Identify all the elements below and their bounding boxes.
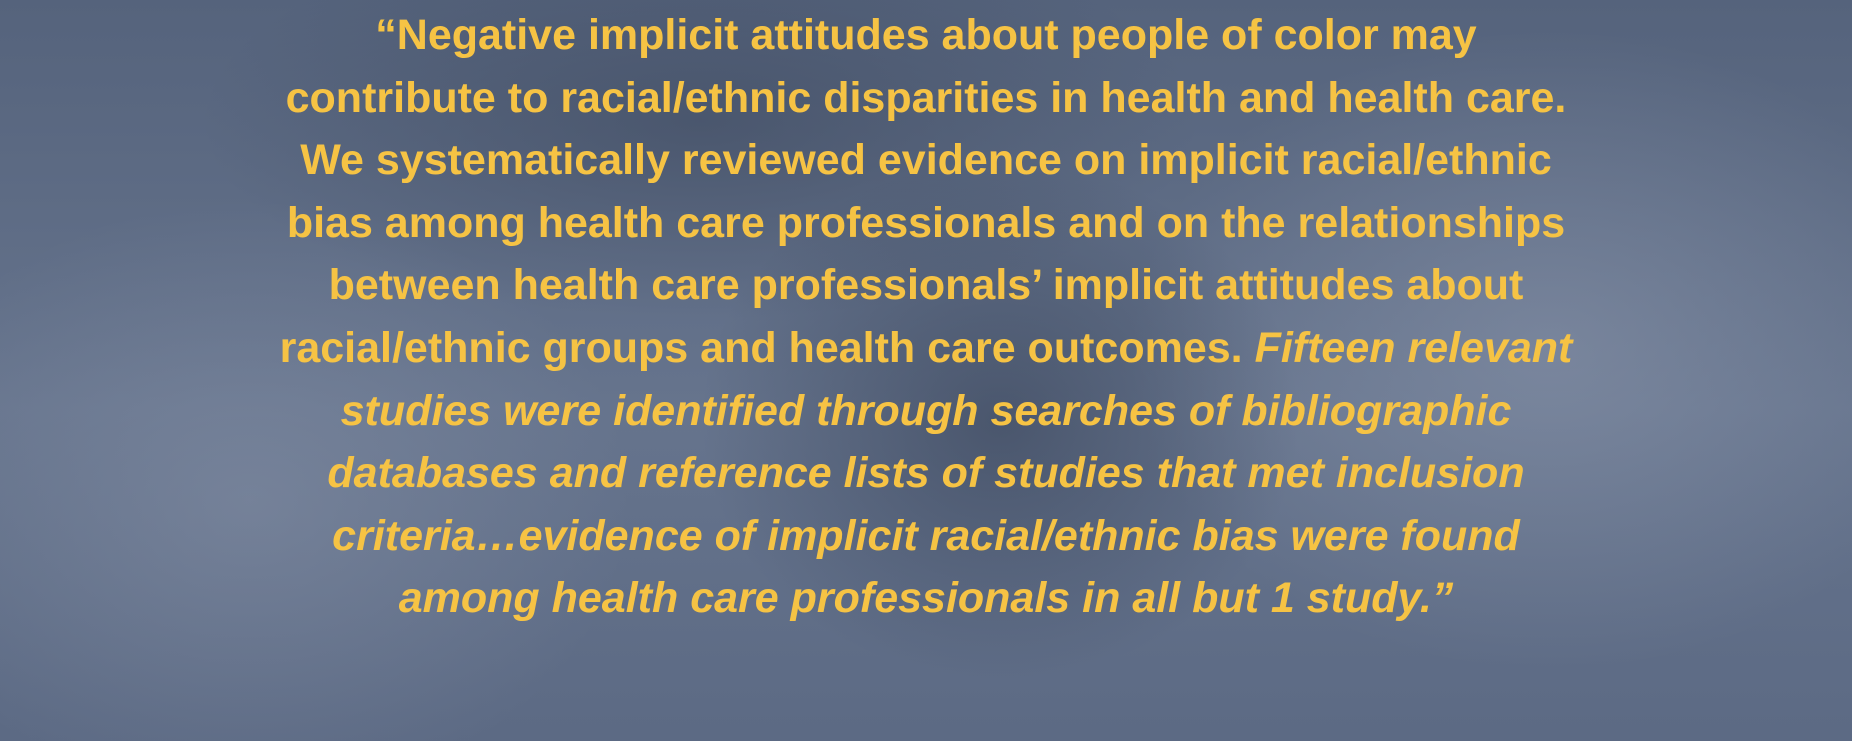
slide: “Negative implicit attitudes about peopl…	[0, 0, 1852, 741]
quote-line: between health care professionals’ impli…	[0, 254, 1852, 317]
quote-line: racial/ethnic groups and health care out…	[0, 317, 1852, 380]
quote-line: We systematically reviewed evidence on i…	[0, 129, 1852, 192]
quote-line: contribute to racial/ethnic disparities …	[0, 67, 1852, 130]
quote-line: among health care professionals in all b…	[0, 567, 1852, 630]
quote-text: Fifteen relevant	[1255, 324, 1573, 372]
quote-line: studies were identified through searches…	[0, 380, 1852, 443]
quote-text: bias among health care professionals and…	[287, 199, 1565, 247]
quote-text: “Negative implicit attitudes about peopl…	[375, 11, 1476, 59]
quote-text: between health care professionals’ impli…	[329, 261, 1524, 309]
quote-text: criteria…evidence of implicit racial/eth…	[332, 512, 1520, 560]
quote-text: among health care professionals in all b…	[399, 574, 1454, 622]
quote-text: databases and reference lists of studies…	[327, 449, 1524, 497]
quote-line: criteria…evidence of implicit racial/eth…	[0, 505, 1852, 568]
quote-line: “Negative implicit attitudes about peopl…	[0, 4, 1852, 67]
quote-text: We systematically reviewed evidence on i…	[300, 136, 1552, 184]
quote-text: studies were identified through searches…	[341, 387, 1512, 435]
quote: “Negative implicit attitudes about peopl…	[0, 4, 1852, 630]
quote-line: databases and reference lists of studies…	[0, 442, 1852, 505]
quote-line: bias among health care professionals and…	[0, 192, 1852, 255]
quote-text: racial/ethnic groups and health care out…	[280, 324, 1243, 372]
quote-text: contribute to racial/ethnic disparities …	[286, 74, 1567, 122]
